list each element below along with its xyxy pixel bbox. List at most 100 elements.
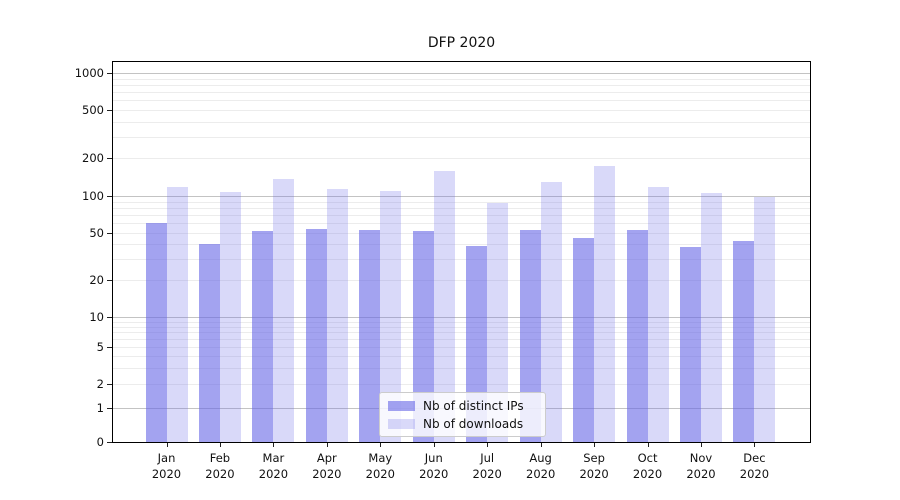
gridline-minor [113, 233, 810, 234]
x-tick-year: 2020 [526, 467, 556, 481]
x-tick-label: Nov 2020 [669, 450, 733, 482]
y-tick-mark [107, 408, 112, 409]
x-tick-year: 2020 [365, 467, 395, 481]
gridline-major [113, 317, 810, 318]
x-tick-month: Sep [583, 451, 605, 465]
x-tick-month: Aug [529, 451, 552, 465]
bar-downloads-nov [701, 193, 722, 442]
y-tick-mark [107, 442, 112, 443]
legend-swatch-distinct-ips [388, 401, 415, 411]
bar-downloads-may [380, 190, 402, 442]
y-tick-label: 10 [89, 310, 104, 324]
bar-distinct-ips-dec [733, 240, 755, 442]
bar-downloads-jul [487, 202, 509, 442]
x-tick-mark [273, 443, 275, 447]
gridline-minor [113, 332, 810, 334]
gridline-minor [113, 326, 810, 328]
x-tick-label: Mar 2020 [241, 450, 305, 482]
x-tick-year: 2020 [472, 467, 502, 481]
y-tick-mark [107, 384, 112, 385]
bar-distinct-ips-apr [305, 228, 327, 442]
legend: Nb of distinct IPs Nb of downloads [379, 392, 546, 437]
bar-distinct-ips-aug [519, 229, 541, 442]
x-tick-mark [433, 443, 435, 447]
x-tick-mark [701, 443, 702, 447]
bar-downloads-mar [273, 179, 295, 442]
gridline-minor [113, 223, 810, 225]
x-tick-label: Aug 2020 [509, 450, 573, 482]
gridline-minor [113, 321, 810, 323]
legend-item: Nb of distinct IPs [380, 397, 545, 415]
bar-distinct-ips-jun [412, 230, 434, 442]
x-tick-label: May 2020 [348, 450, 412, 482]
x-tick-month: Mar [262, 451, 285, 465]
gridline-minor [113, 92, 810, 94]
y-tick-mark [107, 110, 112, 111]
x-tick-label: Jul 2020 [455, 450, 519, 482]
x-tick-mark [219, 443, 221, 447]
y-tick-mark [107, 280, 112, 281]
y-tick-label: 200 [82, 151, 104, 165]
y-tick-label: 2 [96, 377, 104, 391]
bar-downloads-aug [540, 182, 562, 442]
gridline-minor [113, 78, 810, 80]
gridline-minor [113, 347, 810, 348]
x-tick-mark [166, 443, 168, 447]
y-tick-label: 5 [96, 340, 104, 354]
x-tick-year: 2020 [419, 467, 449, 481]
bar-downloads-oct [647, 187, 669, 442]
x-tick-year: 2020 [151, 467, 182, 481]
x-tick-mark [380, 443, 382, 447]
x-tick-month: May [368, 451, 393, 465]
gridline-minor [113, 215, 810, 217]
gridline-minor [113, 244, 810, 246]
x-tick-mark [594, 443, 596, 447]
x-tick-label: Jun 2020 [402, 450, 466, 482]
x-tick-month: Apr [316, 451, 337, 465]
x-tick-year: 2020 [579, 467, 609, 481]
y-tick-mark [107, 233, 112, 234]
y-tick-label: 20 [89, 273, 104, 287]
x-tick-label: Sep 2020 [562, 450, 626, 482]
bar-downloads-dec [754, 196, 776, 442]
legend-label: Nb of distinct IPs [423, 399, 524, 413]
x-tick-month: Dec [743, 451, 766, 465]
x-tick-mark [647, 443, 649, 447]
x-tick-label: Jan 2020 [135, 450, 199, 482]
x-tick-year: 2020 [632, 467, 663, 481]
y-tick-mark [107, 317, 112, 318]
x-tick-mark [326, 443, 328, 447]
x-tick-month: Oct [637, 451, 658, 465]
x-tick-year: 2020 [205, 467, 235, 481]
y-tick-label: 0 [96, 435, 104, 449]
x-tick-month: Nov [689, 451, 713, 465]
gridline-major [113, 196, 810, 197]
x-tick-label: Oct 2020 [616, 450, 680, 482]
bar-distinct-ips-nov [680, 247, 701, 442]
gridline-minor [113, 100, 810, 102]
x-tick-year: 2020 [312, 467, 342, 481]
x-tick-year: 2020 [258, 467, 289, 481]
x-tick-mark [540, 443, 542, 447]
gridline-minor [113, 356, 810, 357]
bar-downloads-apr [326, 189, 348, 442]
y-tick-label: 100 [82, 189, 104, 203]
bar-downloads-feb [219, 191, 241, 442]
x-tick-month: Feb [209, 451, 231, 465]
gridline-minor [113, 259, 810, 261]
gridline-major [113, 73, 810, 74]
x-tick-year: 2020 [686, 467, 716, 481]
y-tick-label: 500 [82, 103, 104, 117]
x-tick-mark [487, 443, 489, 447]
gridline-minor [113, 136, 810, 138]
gridline-minor [113, 121, 810, 123]
gridline-minor [113, 367, 810, 369]
bar-distinct-ips-sep [573, 238, 595, 442]
x-tick-label: Feb 2020 [188, 450, 252, 482]
legend-item: Nb of downloads [380, 415, 545, 433]
x-tick-month: Jun [424, 451, 443, 465]
gridline-minor [113, 280, 810, 281]
x-tick-mark [754, 443, 756, 447]
x-tick-label: Dec 2020 [722, 450, 786, 482]
